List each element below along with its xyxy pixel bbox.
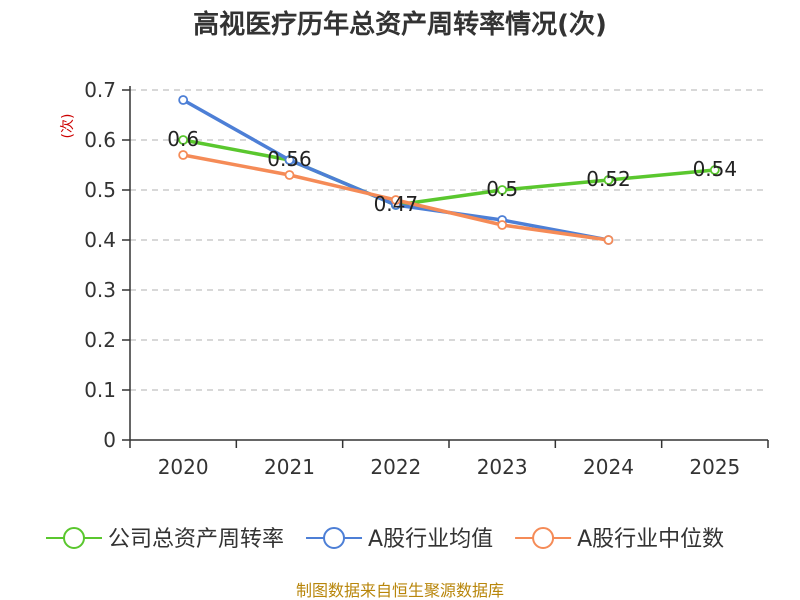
series-2-point-2 — [390, 195, 401, 205]
x-tick-label-1: 2021 — [264, 455, 315, 479]
y-tick-label-2: 0.2 — [84, 328, 116, 352]
x-tick-label-2: 2022 — [370, 455, 421, 479]
series-0-point-0 — [178, 135, 189, 145]
data-label-5: 0.54 — [693, 157, 738, 181]
data-label-0: 0.6 — [167, 127, 199, 151]
y-tick-label-1: 0.1 — [84, 378, 116, 402]
series-1-point-1 — [284, 155, 295, 165]
series-2-point-3 — [497, 220, 508, 230]
legend-marker-2 — [532, 527, 555, 549]
y-tick-label-5: 0.5 — [84, 178, 116, 202]
data-label-4: 0.52 — [586, 167, 631, 191]
series-2-point-1 — [284, 170, 295, 180]
legend-label-1: A股行业均值 — [368, 527, 493, 552]
y-tick-label-4: 0.4 — [84, 228, 116, 252]
source-note: 制图数据来自恒生聚源数据库 — [296, 581, 504, 600]
x-tick-label-5: 2025 — [689, 455, 740, 479]
series-2-point-4 — [603, 235, 614, 245]
grid-lines — [130, 89, 768, 391]
data-labels: 0.6 0.56 0.47 0.5 0.52 0.54 — [167, 127, 737, 216]
series-2-point-0 — [178, 150, 189, 160]
y-tick-label-7: 0.7 — [84, 78, 116, 102]
data-label-2: 0.47 — [374, 192, 419, 216]
axes: 0 0.1 0.2 0.3 0.4 0.5 0.6 0.7 2020 2021 2022 2023 20… — [84, 78, 769, 479]
series — [178, 95, 720, 245]
series-0-point-3 — [497, 185, 508, 195]
series-0-point-4 — [603, 175, 614, 185]
x-tick-label-0: 2020 — [158, 455, 209, 479]
series-line-0 — [181, 138, 717, 207]
legend-label-0: 公司总资产周转率 — [108, 527, 284, 552]
y-tick-label-0: 0 — [103, 428, 116, 452]
series-0-point-5 — [709, 165, 720, 175]
series-line-1 — [181, 98, 611, 242]
series-1-point-0 — [178, 95, 189, 105]
x-tick-label-3: 2023 — [477, 455, 528, 479]
data-label-3: 0.5 — [486, 177, 518, 201]
legend: 公司总资产周转率 A股行业均值 A股行业中位数 — [46, 527, 724, 552]
chart-title: 高视医疗历年总资产周转率情况(次) — [193, 9, 607, 40]
legend-marker-1 — [323, 527, 346, 549]
data-label-1: 0.56 — [267, 147, 312, 171]
legend-label-2: A股行业中位数 — [577, 527, 724, 552]
y-axis-label: (次) — [60, 114, 76, 139]
y-tick-label-3: 0.3 — [84, 278, 116, 302]
x-tick-label-4: 2024 — [583, 455, 634, 479]
legend-marker-0 — [63, 527, 85, 549]
y-tick-label-6: 0.6 — [84, 128, 116, 152]
